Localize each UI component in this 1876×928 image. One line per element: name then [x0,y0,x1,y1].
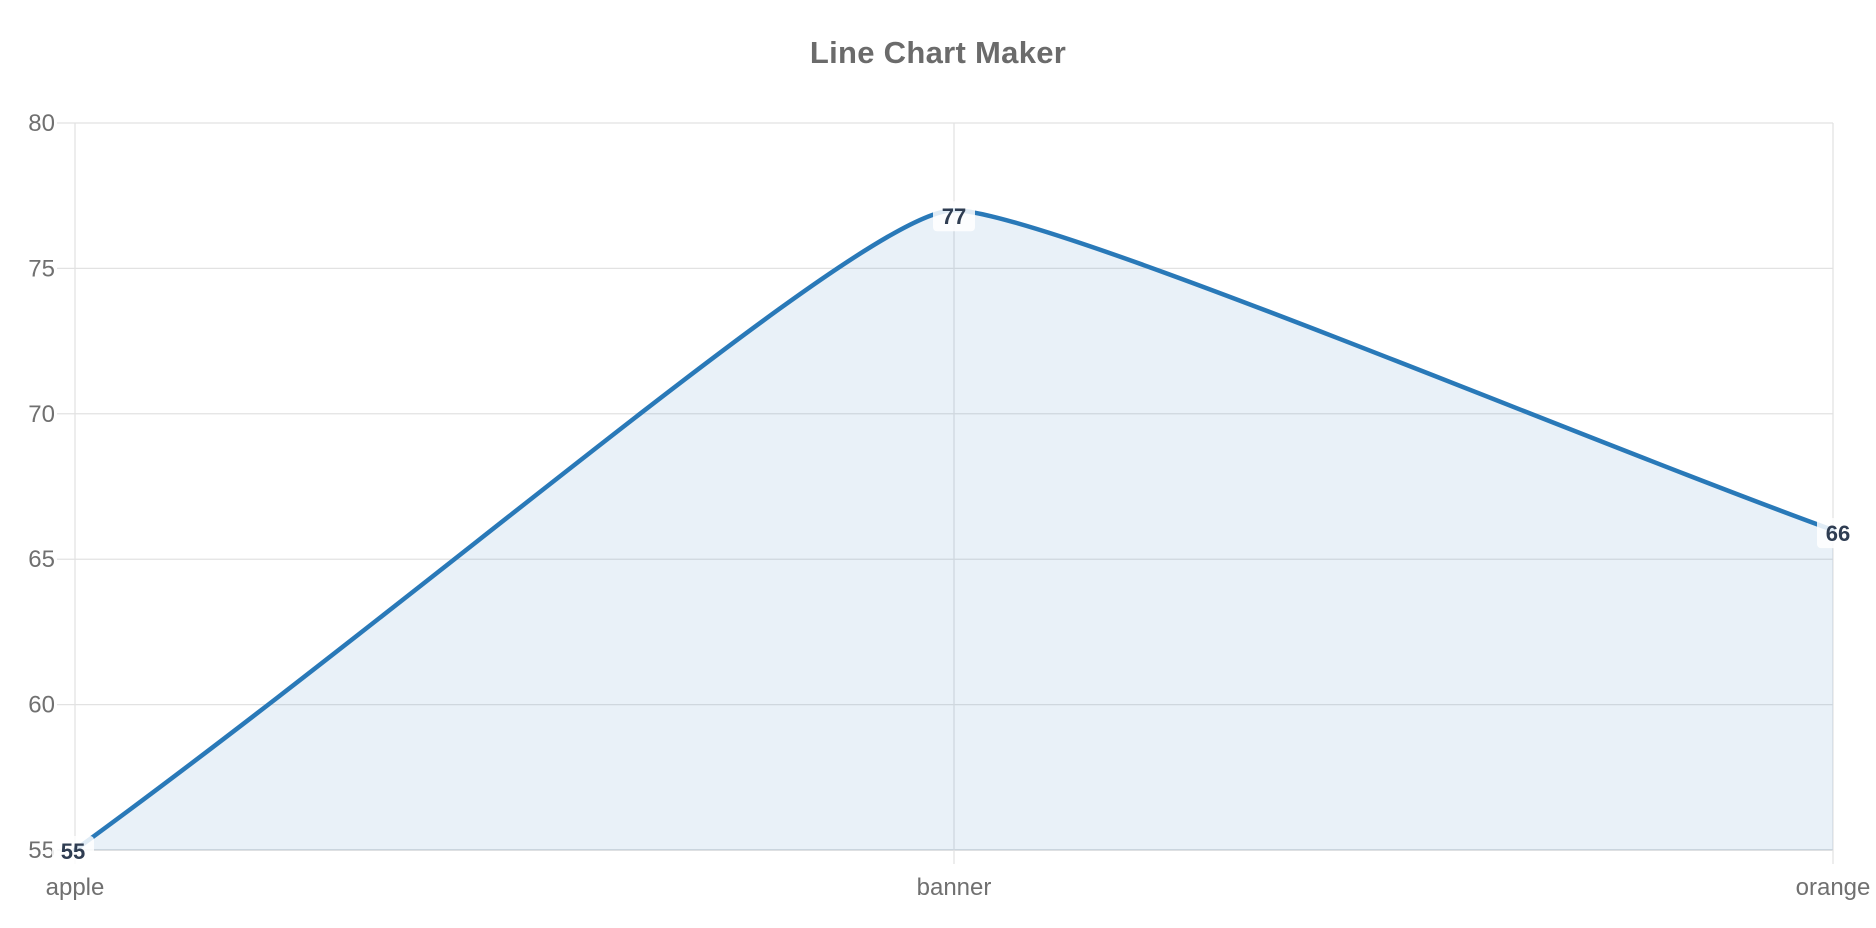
data-label-bg [933,201,975,232]
data-label-bg [52,836,94,866]
data-label-bg [1817,518,1859,549]
data-label: 77 [933,201,975,232]
chart-title: Line Chart Maker [809,35,1067,70]
y-tick-label: 80 [28,110,55,137]
data-label-text: 77 [942,204,966,229]
y-tick-label: 75 [28,255,55,282]
data-label: 66 [1817,518,1859,549]
y-tick-label: 60 [28,692,55,719]
data-label-text: 55 [61,839,85,864]
data-label-text: 66 [1826,521,1850,546]
x-tick-label: banner [917,874,992,901]
data-label: 55 [52,836,94,866]
area-fill [75,210,1833,850]
y-tick-label: 70 [28,401,55,428]
x-tick-label: orange [1796,874,1871,901]
x-tick-label: apple [46,874,105,901]
y-tick-label: 55 [28,837,55,864]
y-tick-label: 65 [28,546,55,573]
